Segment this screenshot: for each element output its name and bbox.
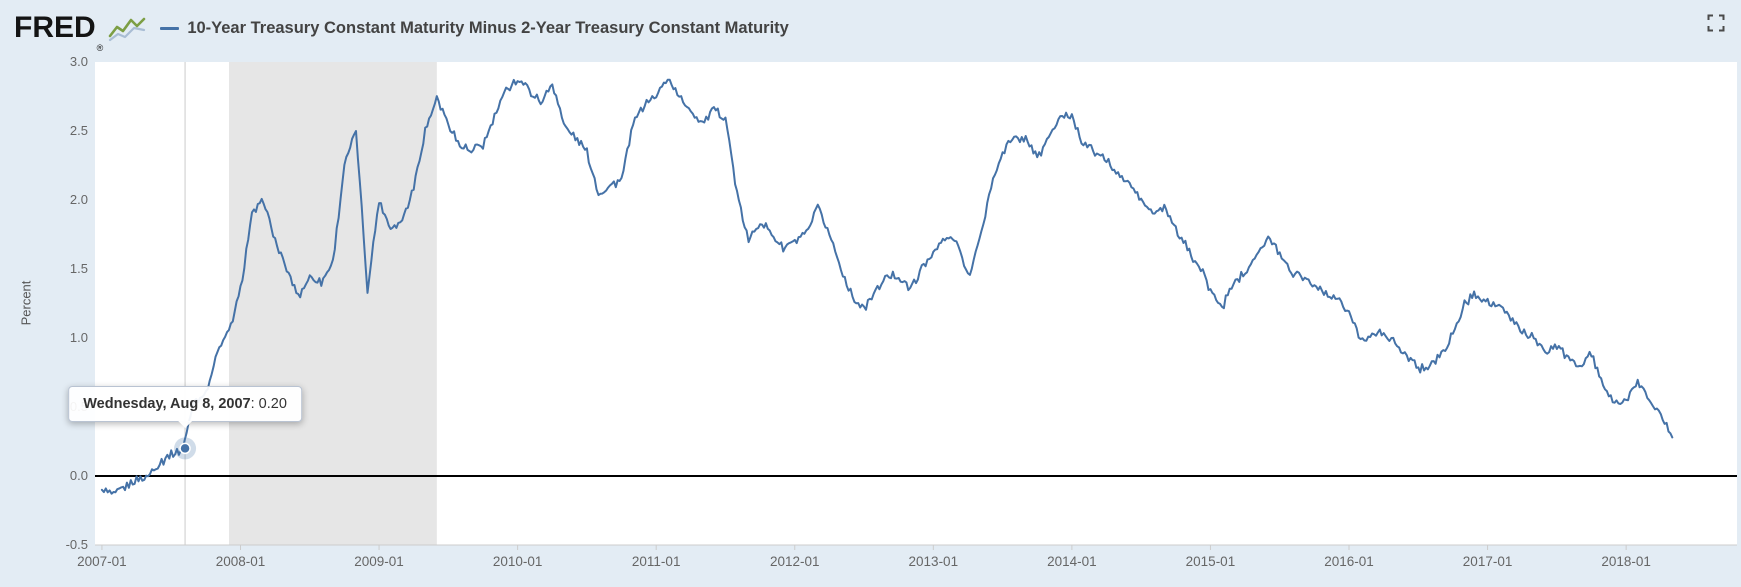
recession-band [228,62,437,545]
tooltip-value: : 0.20 [250,396,287,413]
spark-line-light [109,26,146,42]
y-tick-label: 1.0 [69,330,88,345]
series-title: 10-Year Treasury Constant Maturity Minus… [187,18,789,37]
x-tick-label: 2014-01 [1047,554,1097,569]
y-axis-title: Percent [18,280,34,326]
tooltip-date: Wednesday, Aug 8, 2007 [83,396,251,413]
fred-logo: FRED [14,11,96,44]
x-tick-label: 2012-01 [769,554,820,569]
x-tick-label: 2015-01 [1185,554,1236,569]
x-tick-label: 2007-01 [77,554,127,569]
y-tick-label: 3.0 [69,54,88,69]
y-tick-label: 2.0 [69,192,88,207]
x-tick-label: 2011-01 [631,554,681,569]
fred-sparkline-icon [109,17,146,42]
x-tick-label: 2009-01 [354,554,404,569]
fullscreen-corners [1707,14,1725,32]
chart-tooltip: Wednesday, Aug 8, 2007: 0.20 [68,386,302,423]
hover-marker[interactable] [179,442,191,455]
spark-line-green [109,17,146,38]
x-tick-label: 2008-01 [215,554,266,569]
graph-header: FRED ® 10-Year Treasury Constant Maturit… [0,0,1741,56]
y-tick-label: 2.5 [69,123,88,138]
series-line[interactable] [100,78,1674,495]
y-tick-label: -0.5 [65,537,88,552]
fullscreen-icon[interactable] [1707,14,1725,32]
x-tick-label: 2016-01 [1324,554,1374,569]
x-tick-label: 2018-01 [1601,554,1651,569]
y-tick-label: 1.5 [69,261,88,276]
y-tick-label: 0.0 [69,468,88,483]
registered-mark: ® [96,43,104,53]
x-tick-label: 2017-01 [1462,554,1513,569]
series-legend-line [160,26,180,30]
x-tick-label: 2013-01 [908,554,959,569]
x-tick-label: 2010-01 [492,554,543,569]
